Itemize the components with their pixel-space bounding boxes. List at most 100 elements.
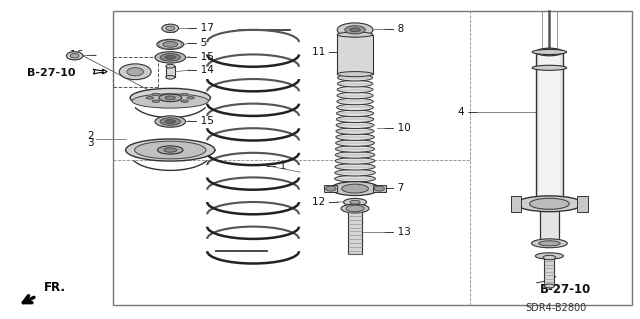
Ellipse shape [152, 93, 159, 96]
Ellipse shape [70, 54, 79, 58]
Ellipse shape [165, 96, 175, 100]
Ellipse shape [164, 148, 177, 152]
Ellipse shape [516, 196, 582, 212]
Ellipse shape [536, 48, 563, 56]
Text: FR.: FR. [44, 281, 66, 293]
Bar [536, 52, 563, 197]
Ellipse shape [67, 52, 83, 60]
Ellipse shape [335, 140, 374, 146]
Text: 4 —: 4 — [458, 107, 478, 117]
Ellipse shape [350, 28, 360, 32]
Ellipse shape [335, 164, 375, 170]
Ellipse shape [337, 110, 374, 117]
Ellipse shape [532, 65, 566, 70]
Text: — 17: — 17 [188, 23, 214, 33]
Ellipse shape [543, 255, 556, 260]
Ellipse shape [336, 128, 374, 134]
Ellipse shape [337, 104, 373, 111]
Ellipse shape [532, 49, 566, 55]
Ellipse shape [181, 93, 189, 96]
Ellipse shape [544, 284, 554, 288]
Ellipse shape [130, 88, 211, 107]
Ellipse shape [336, 122, 374, 129]
Ellipse shape [159, 94, 182, 102]
Ellipse shape [155, 116, 186, 127]
Ellipse shape [331, 182, 380, 196]
Text: — 7: — 7 [384, 183, 404, 193]
Text: SDR4-B2800: SDR4-B2800 [525, 303, 586, 313]
Text: 12 —: 12 — [312, 197, 339, 207]
Ellipse shape [337, 86, 373, 93]
Bar [511, 196, 522, 212]
Ellipse shape [146, 97, 154, 99]
Bar [373, 185, 386, 192]
Ellipse shape [335, 175, 376, 182]
Ellipse shape [326, 186, 336, 191]
Ellipse shape [337, 98, 373, 105]
Ellipse shape [337, 23, 373, 37]
Bar [544, 257, 554, 286]
Text: — 13: — 13 [384, 227, 411, 237]
Bar [166, 66, 175, 77]
Ellipse shape [181, 100, 189, 102]
Ellipse shape [374, 186, 385, 191]
Ellipse shape [337, 32, 373, 37]
Text: — 14: — 14 [188, 65, 214, 75]
Ellipse shape [157, 39, 184, 49]
Bar [113, 11, 632, 305]
Ellipse shape [342, 184, 369, 193]
Ellipse shape [125, 139, 215, 161]
Bar [540, 201, 559, 242]
Ellipse shape [132, 94, 209, 108]
Text: — 5: — 5 [188, 38, 208, 48]
Bar [577, 196, 588, 212]
Ellipse shape [337, 92, 373, 99]
Ellipse shape [165, 120, 175, 123]
Ellipse shape [337, 74, 372, 81]
Ellipse shape [532, 239, 567, 248]
Ellipse shape [335, 152, 375, 158]
Ellipse shape [536, 253, 563, 259]
Ellipse shape [166, 75, 175, 79]
Text: — 9: — 9 [188, 144, 208, 153]
Ellipse shape [134, 141, 206, 159]
Bar [348, 209, 362, 254]
Ellipse shape [345, 26, 365, 34]
Text: 11 —: 11 — [312, 47, 339, 57]
Text: — 15: — 15 [188, 52, 214, 62]
Ellipse shape [337, 80, 372, 87]
Ellipse shape [160, 118, 180, 125]
Ellipse shape [335, 169, 375, 176]
Text: B-27-10: B-27-10 [27, 68, 76, 78]
Ellipse shape [529, 198, 570, 209]
Ellipse shape [166, 26, 175, 31]
Ellipse shape [119, 64, 151, 80]
Text: — 15: — 15 [188, 116, 214, 126]
Ellipse shape [337, 71, 373, 77]
Text: — 6: — 6 [188, 92, 208, 102]
Ellipse shape [336, 134, 374, 140]
Ellipse shape [335, 158, 375, 164]
Text: 2: 2 [87, 131, 94, 141]
Ellipse shape [160, 54, 180, 61]
Ellipse shape [335, 146, 374, 152]
Ellipse shape [157, 146, 183, 154]
Bar [337, 34, 373, 74]
Ellipse shape [165, 56, 175, 59]
Text: — 10: — 10 [384, 123, 410, 133]
Ellipse shape [337, 116, 374, 122]
Ellipse shape [346, 205, 364, 212]
Ellipse shape [155, 52, 186, 63]
Text: 3: 3 [87, 138, 94, 148]
Ellipse shape [350, 200, 360, 204]
Ellipse shape [341, 204, 369, 213]
Ellipse shape [152, 100, 159, 102]
Text: 16 —: 16 — [70, 50, 97, 60]
Text: B-27-10: B-27-10 [540, 283, 591, 296]
Ellipse shape [344, 198, 367, 206]
Ellipse shape [127, 68, 143, 76]
Ellipse shape [162, 24, 179, 33]
Ellipse shape [163, 41, 178, 47]
Ellipse shape [539, 241, 560, 246]
Ellipse shape [187, 97, 195, 99]
